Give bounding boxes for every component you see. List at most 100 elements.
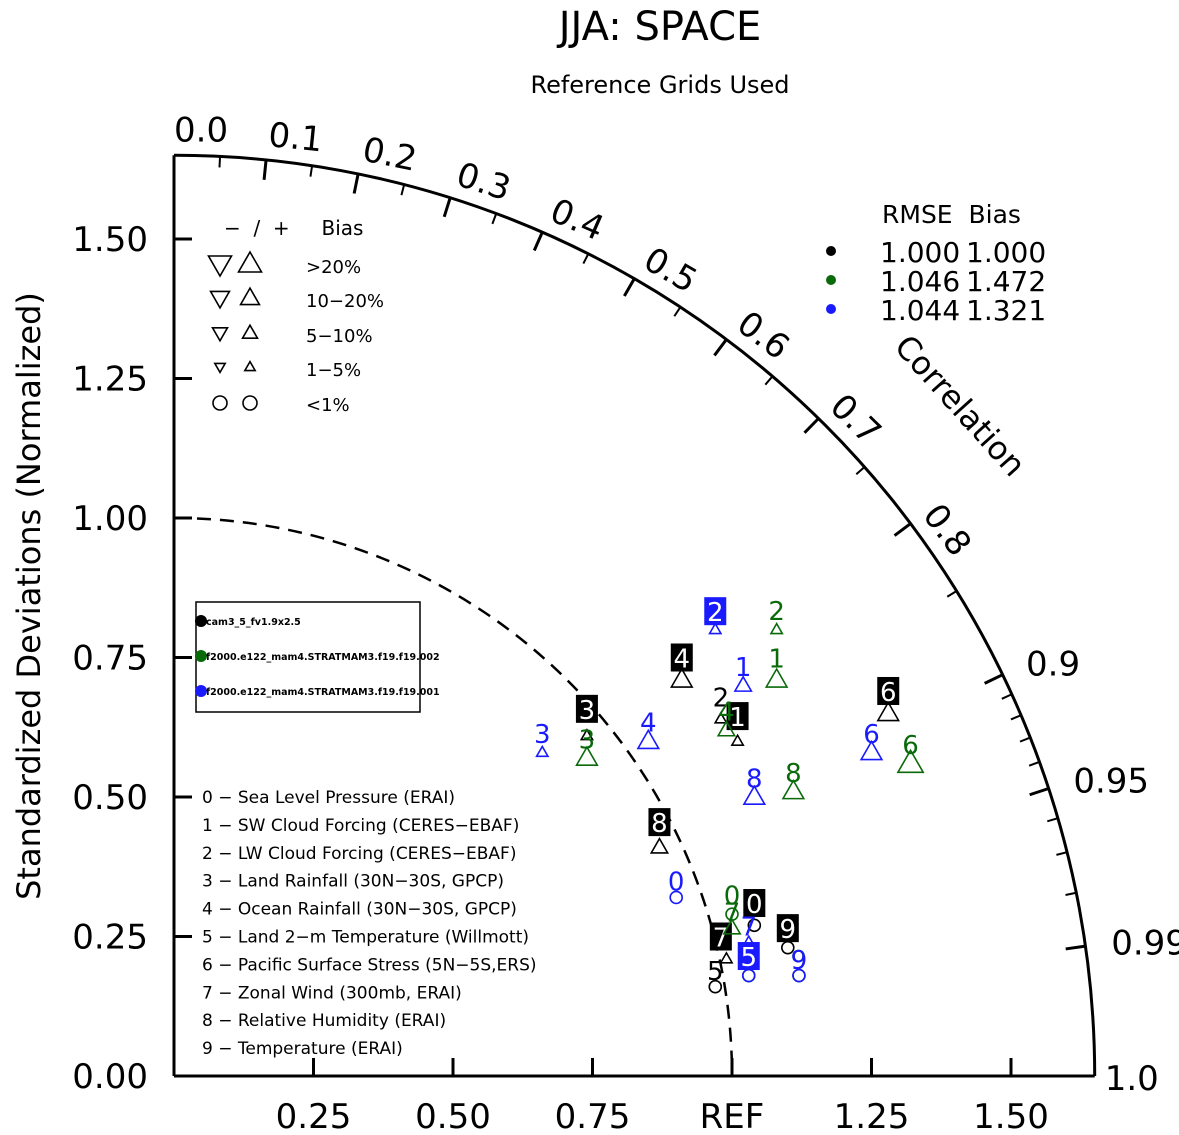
data-point-marker <box>742 784 767 806</box>
correlation-minor-tick <box>1019 736 1031 743</box>
correlation-minor-tick <box>1047 817 1059 823</box>
correlation-tick-label: 0.99 <box>1111 923 1179 963</box>
data-point-label: 4 <box>640 709 657 739</box>
data-point-label-box <box>726 702 749 731</box>
correlation-tick-label: 0.0 <box>174 110 228 150</box>
correlation-tick-mark <box>1065 944 1086 951</box>
outer-arc <box>173 153 1097 1077</box>
correlation-tick-label: 0.8 <box>915 497 979 564</box>
rmse-bias-color-dot <box>826 275 836 285</box>
correlation-tick-label: 0.7 <box>822 386 889 452</box>
correlation-minor-tick <box>1001 693 1013 700</box>
correlation-tick-label: 0.2 <box>359 130 420 180</box>
data-point-label: 4 <box>718 698 735 728</box>
data-point-label: 7 <box>740 912 757 942</box>
correlation-minor-tick <box>673 306 682 317</box>
bias-legend-plus-marker <box>239 286 261 306</box>
correlation-ticks: 0.0 0.1 0.2 0.30.40.50.60.70.80.90.950.991.… <box>174 110 1179 1099</box>
chart-subtitle: Reference Grids Used <box>530 71 789 99</box>
correlation-tick-mark <box>442 197 452 218</box>
data-point-marker <box>713 711 728 724</box>
data-point-marker <box>896 748 925 774</box>
bias-value: 1.321 <box>966 294 1046 327</box>
correlation-tick-label: 0.4 <box>544 191 610 249</box>
variable-list-item: 5 − Land 2−m Temperature (Willmott) <box>202 928 529 948</box>
data-point-marker <box>670 667 694 688</box>
data-point-marker <box>792 968 806 983</box>
correlation-tick-mark <box>262 159 268 180</box>
data-point-marker <box>781 778 806 800</box>
bias-legend-plus-marker <box>237 250 263 273</box>
correlation-tick-mark <box>983 673 1004 685</box>
bias-legend-minus-marker <box>211 326 229 343</box>
data-point-marker <box>769 622 784 635</box>
data-point-label-box <box>575 694 598 723</box>
data-point-label: 5 <box>740 943 757 973</box>
data-point-label: 0 <box>668 868 685 898</box>
data-point-marker <box>708 622 723 635</box>
x-tick-label: 0.75 <box>555 1097 631 1135</box>
data-point-label: 4 <box>674 645 691 675</box>
y-tick-label: 1.00 <box>72 499 148 539</box>
correlation-minor-tick <box>946 590 958 598</box>
data-point-label: 1 <box>735 653 752 683</box>
data-point-marker <box>733 675 753 692</box>
data-point-marker <box>741 934 756 947</box>
data-point-label-box <box>776 914 799 943</box>
x-axis-ticks: 0.25 0.50 0.75 REF 1.25 1.50 <box>276 1058 1049 1135</box>
bias-value: 1.000 <box>966 236 1046 269</box>
data-point-label: 6 <box>902 731 919 761</box>
data-point-label-box <box>670 643 693 672</box>
correlation-minor-tick <box>764 375 774 386</box>
plot-frame <box>172 153 1097 1078</box>
rmse-value: 1.044 <box>880 294 960 327</box>
data-point-marker <box>764 667 789 688</box>
data-point-label: 9 <box>780 915 797 945</box>
data-point-marker <box>730 733 745 746</box>
case-legend-dot <box>195 650 207 662</box>
bias-legend-label: 10−20% <box>306 291 384 312</box>
correlation-tick-label: 0.5 <box>637 240 704 302</box>
case-legend: cam3_5_fv1.9x2.5 f2000.e122_mam4.STRATMAM… <box>195 601 440 713</box>
data-point-label: 0 <box>724 882 741 912</box>
bias-legend-header: − / + Bias <box>224 216 363 240</box>
bias-legend-minus-marker <box>209 290 231 310</box>
bias-value: 1.472 <box>966 265 1046 298</box>
case-legend-box <box>195 601 421 713</box>
correlation-tick-mark <box>623 277 636 297</box>
case-legend-name: f2000.e122_mam4.STRATMAM3.f19.f19.001 <box>206 687 440 698</box>
correlation-tick-label: 0.1 <box>267 115 325 160</box>
data-point-marker <box>876 700 900 722</box>
variable-list-item: 8 − Relative Humidity (ERAI) <box>202 1011 446 1031</box>
bias-legend-minus-marker <box>213 362 227 375</box>
bias-legend: − / + Bias >20% 10−20% 5−10% 1−5% <1% <box>207 216 384 416</box>
correlation-minor-tick <box>1056 851 1068 856</box>
data-point-marker <box>575 745 599 766</box>
data-point-label-box <box>737 942 760 971</box>
correlation-minor-tick <box>491 213 498 225</box>
data-point-marker <box>579 728 594 741</box>
variable-list-item: 4 − Ocean Rainfall (30N−30S, GPCP) <box>202 900 517 920</box>
correlation-minor-tick <box>1028 760 1040 767</box>
data-points: 012345678901234567890123456789 <box>534 597 925 994</box>
data-point-marker <box>535 744 550 758</box>
data-point-label: 6 <box>880 678 897 708</box>
bias-legend-label: <1% <box>306 395 350 416</box>
correlation-tick-label: 0.95 <box>1073 761 1149 801</box>
x-tick-label: 0.50 <box>415 1097 491 1135</box>
data-point-marker <box>649 837 670 854</box>
data-point-label: 3 <box>579 725 596 755</box>
y-tick-label: 0.25 <box>72 918 148 958</box>
y-tick-label: 0.00 <box>72 1057 148 1097</box>
data-point-label: 2 <box>713 684 730 714</box>
rmse-value: 1.046 <box>880 265 960 298</box>
data-point-marker <box>669 890 684 905</box>
variable-list-item: 7 − Zonal Wind (300mb, ERAI) <box>202 983 462 1003</box>
y-tick-label: 0.75 <box>72 639 148 679</box>
data-point-label: 1 <box>768 645 785 675</box>
chart-title: JJA: SPACE <box>556 4 762 50</box>
case-legend-dot <box>195 685 207 697</box>
